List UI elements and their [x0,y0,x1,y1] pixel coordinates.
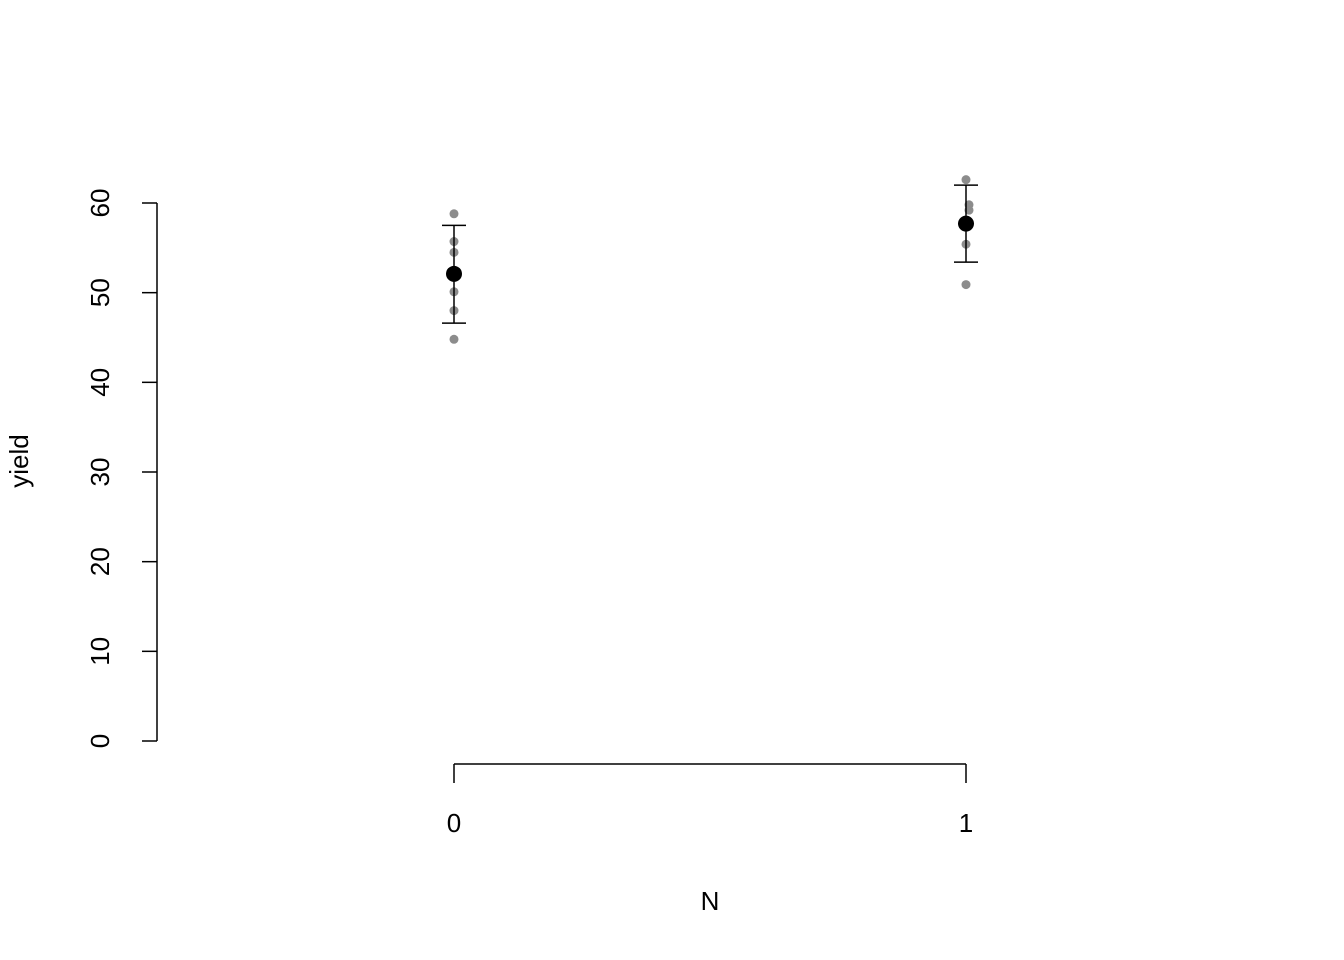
y-axis-title: yield [4,434,34,487]
x-axis-title: N [701,886,720,916]
y-tick-label-30: 30 [85,458,115,487]
group-1 [954,175,978,290]
raw-point [961,280,971,290]
data-groups [442,175,978,344]
y-axis: 0 10 20 30 40 50 60 [85,189,158,748]
mean-point [958,215,974,232]
raw-point [449,209,459,219]
y-tick-label-40: 40 [85,368,115,397]
y-tick-label-60: 60 [85,189,115,218]
group-0 [442,209,466,344]
y-tick-label-20: 20 [85,547,115,576]
x-tick-label-0: 0 [447,808,461,838]
y-ticks: 0 10 20 30 40 50 60 [85,189,157,748]
mean-point [446,265,462,282]
y-tick-label-10: 10 [85,637,115,666]
raw-point [961,175,971,185]
y-tick-label-50: 50 [85,278,115,307]
x-tick-label-1: 1 [959,808,973,838]
raw-point [449,334,459,344]
y-tick-label-0: 0 [85,734,115,748]
